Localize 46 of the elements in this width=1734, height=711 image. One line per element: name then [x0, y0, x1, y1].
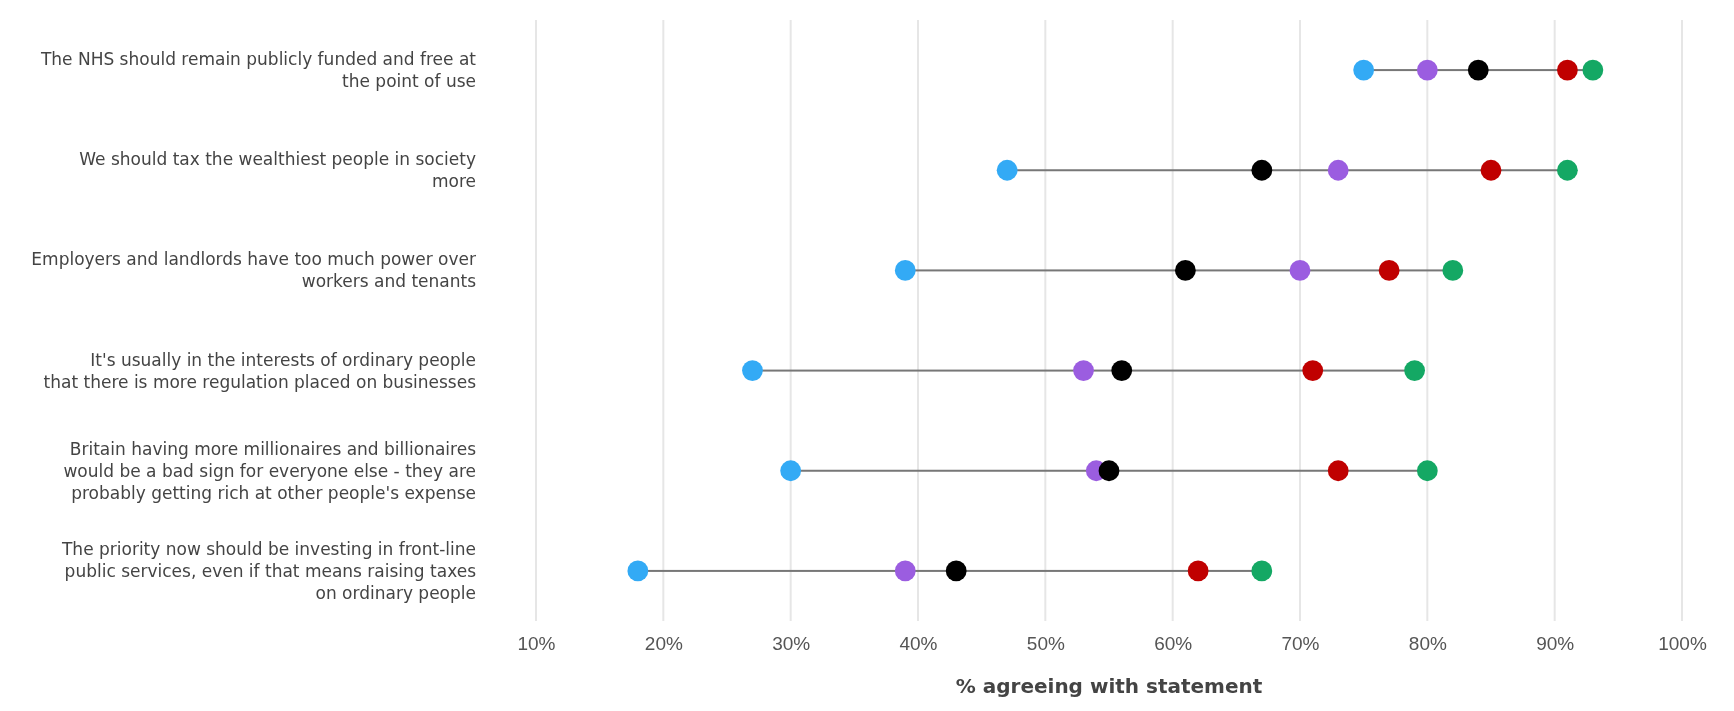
point	[1111, 360, 1133, 381]
point	[996, 159, 1018, 181]
point	[780, 460, 802, 482]
y-tick-label: The NHS should remain publicly funded and free at the point of use	[39, 49, 477, 92]
point	[1187, 560, 1209, 582]
point	[1073, 360, 1094, 381]
point	[1467, 59, 1489, 81]
point	[1327, 159, 1349, 181]
y-tick-label: It's usually in the interests of ordinary people that there is more regulation placed on businesses	[43, 349, 477, 392]
point	[742, 360, 763, 381]
x-tick-label: 70%	[1281, 633, 1320, 655]
point	[1251, 560, 1273, 582]
x-tick-label: 30%	[772, 633, 811, 655]
x-tick-label: 80%	[1408, 633, 1447, 655]
y-tick-label: We should tax the wealthiest people in society more	[79, 149, 476, 192]
point	[1404, 360, 1425, 381]
x-tick-label: 20%	[644, 633, 683, 655]
x-tick-label: 90%	[1536, 633, 1575, 655]
point	[1442, 260, 1464, 281]
x-tick-label: 50%	[1026, 633, 1065, 655]
point	[1416, 59, 1438, 81]
x-tick-label: 60%	[1154, 633, 1193, 655]
point	[894, 260, 916, 281]
point	[1353, 59, 1375, 81]
point	[1327, 460, 1349, 482]
point	[894, 560, 916, 582]
point	[1582, 59, 1604, 81]
point	[1302, 360, 1324, 381]
point	[1175, 260, 1196, 281]
y-tick-label: The priority now should be investing in front-line public services, even if that means raising taxes on ordinary people	[60, 538, 477, 603]
x-tick-label: 100%	[1658, 633, 1707, 655]
point	[1378, 260, 1400, 281]
y-tick-label: Britain having more millionaires and billionaires would be a bad sign for everyone else - they are probably getting rich at other people's expense	[63, 438, 477, 503]
y-tick-label: Employers and landlords have too much power over workers and tenants	[31, 249, 477, 292]
point	[1557, 159, 1578, 181]
point	[945, 560, 967, 582]
point	[1251, 159, 1273, 181]
point	[1416, 460, 1438, 482]
point	[1098, 460, 1120, 482]
x-axis-title: % agreeing with statement	[955, 674, 1263, 698]
x-tick-label: 10%	[517, 633, 556, 655]
x-tick-label: 40%	[899, 633, 938, 655]
point	[1480, 159, 1502, 181]
point	[1289, 260, 1311, 281]
point	[1557, 59, 1578, 81]
point	[627, 560, 649, 582]
